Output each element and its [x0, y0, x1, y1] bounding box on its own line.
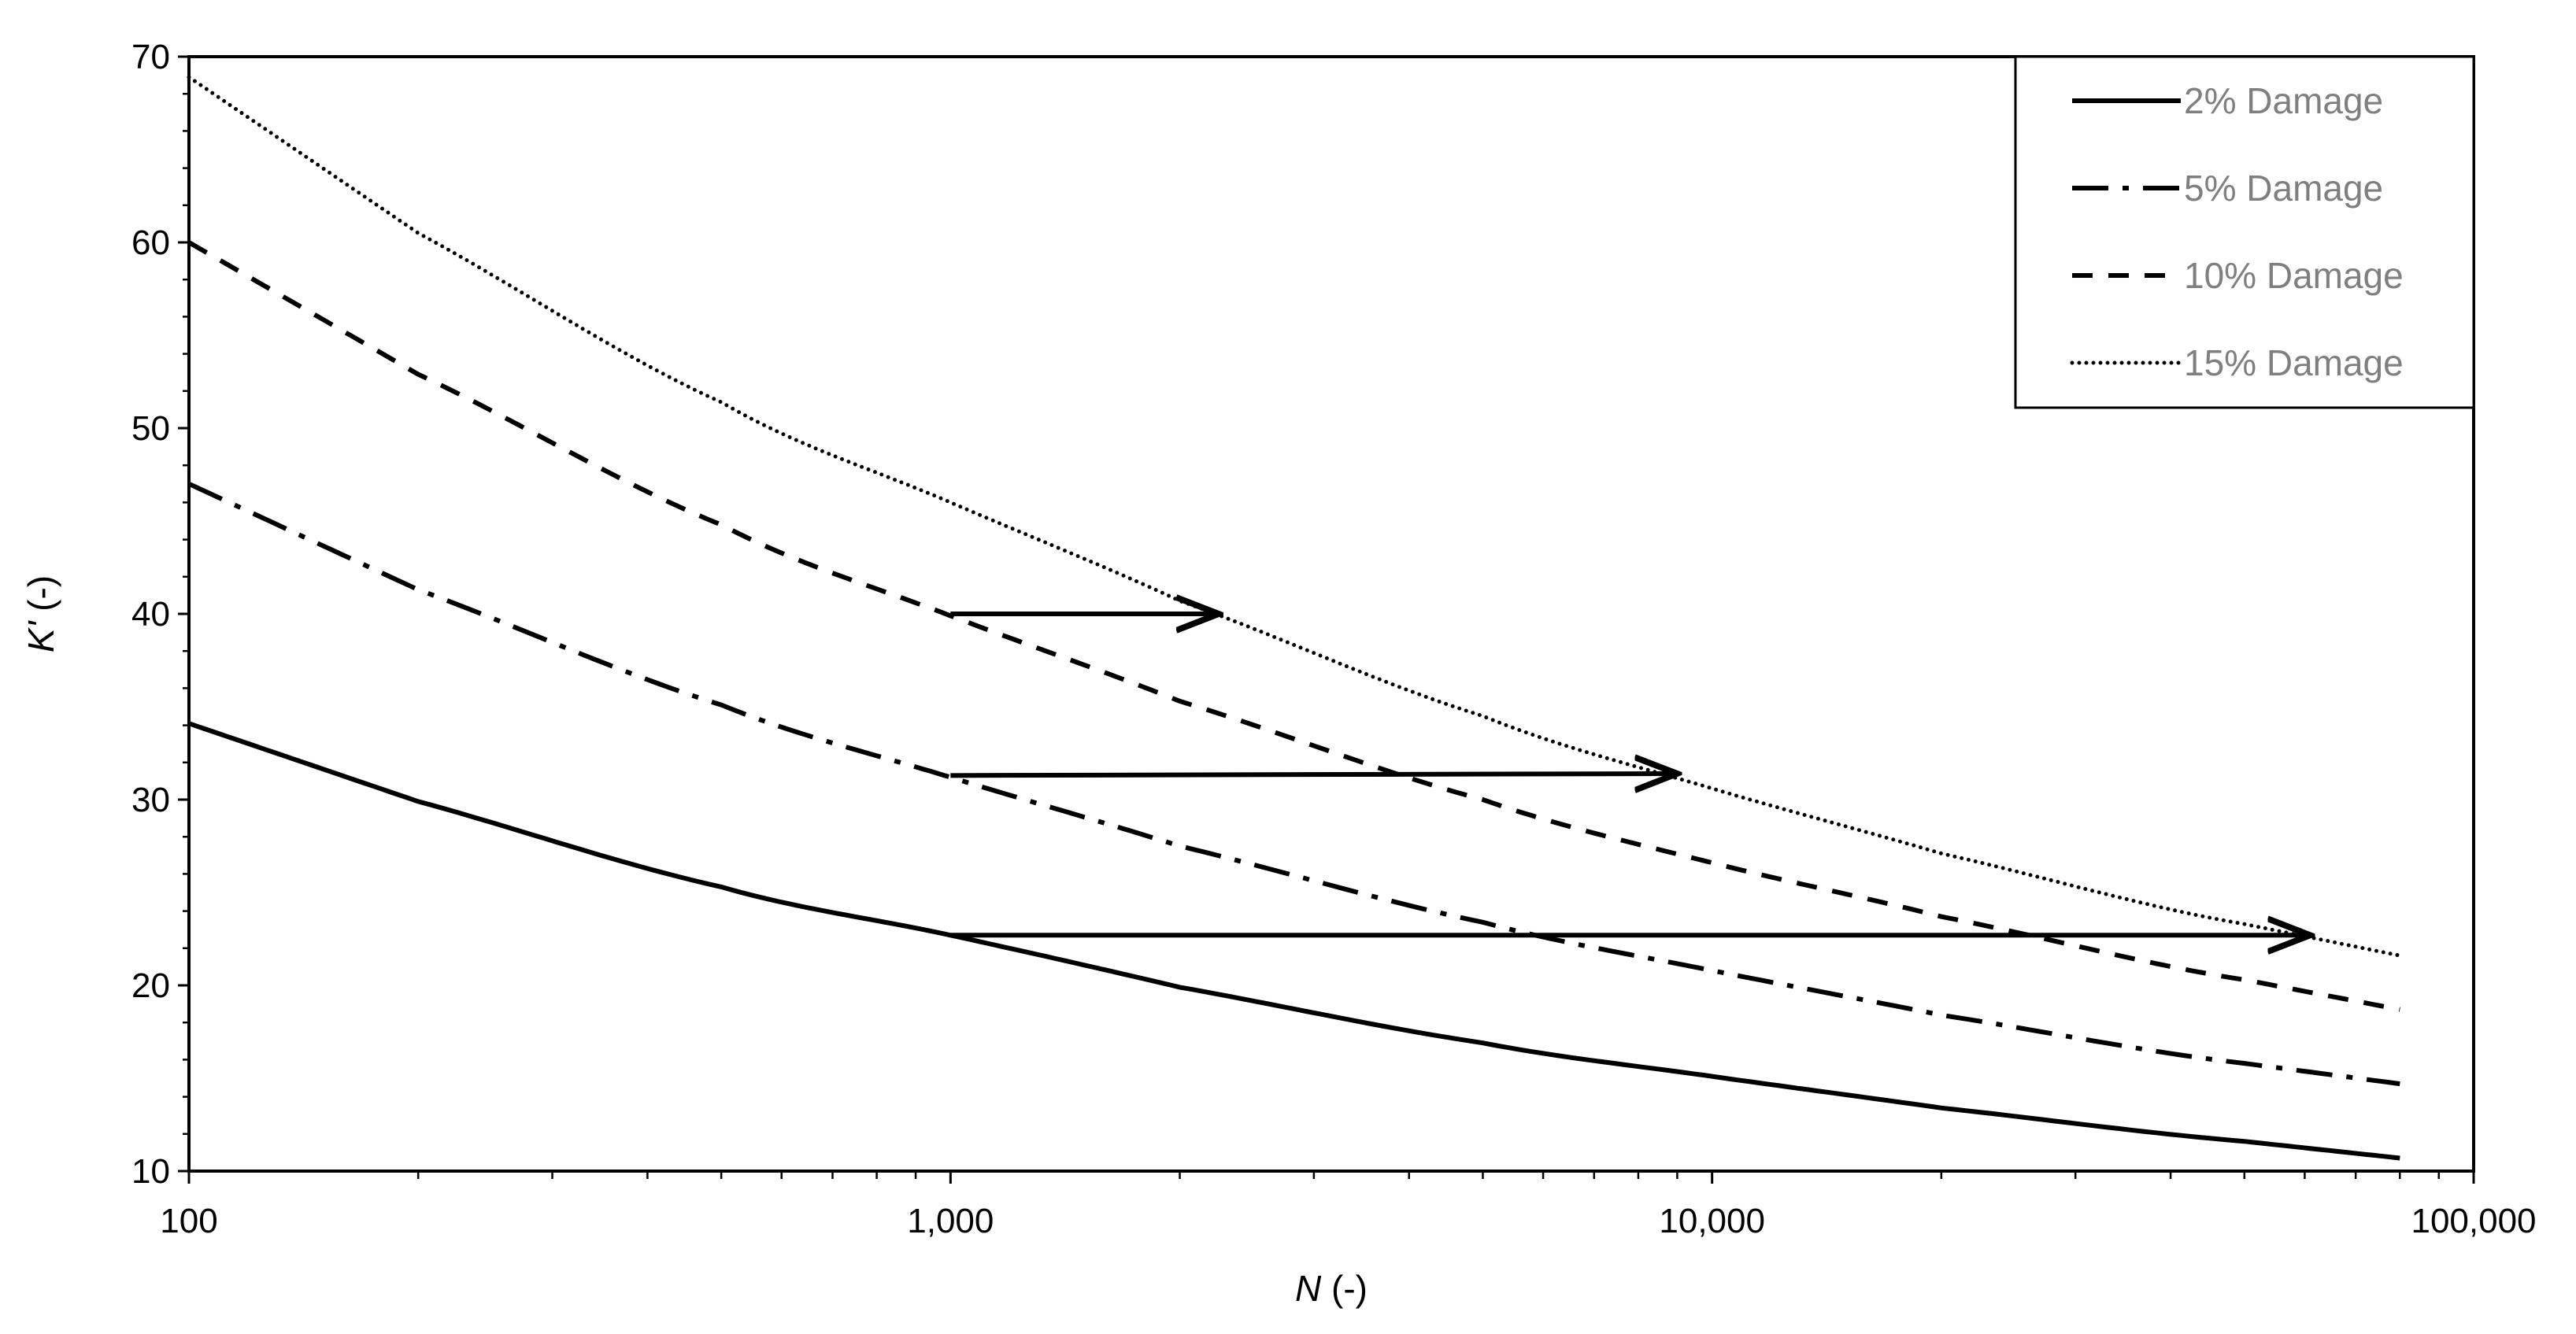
series-line-15-damage: [187, 75, 2402, 958]
legend-label: 2% Damage: [2184, 80, 2383, 121]
series-line-2-damage: [188, 721, 2400, 1161]
x-axis: 100 1,000 10,000 100,000: [160, 1171, 2537, 1240]
series-line-10-damage: [187, 240, 2400, 1012]
x-tick-label: 10,000: [1659, 1202, 1765, 1240]
y-tick-label: 30: [131, 781, 170, 819]
arrow-layer: [950, 614, 2310, 935]
x-tick-label: 100: [160, 1202, 217, 1240]
y-tick-label: 60: [131, 224, 170, 262]
series-line-5-damage: [187, 482, 2400, 1087]
y-tick-label: 20: [131, 966, 170, 1005]
x-axis-title: N (-): [1295, 1268, 1368, 1309]
shift-arrow: [950, 774, 1677, 775]
y-tick-label: 50: [131, 409, 170, 448]
legend-label: 15% Damage: [2184, 342, 2404, 383]
y-tick-label: 70: [131, 38, 170, 76]
x-tick-label: 100,000: [2411, 1202, 2536, 1240]
x-tick-label: 1,000: [907, 1202, 994, 1240]
y-axis: 10 20 30 40 50 60 70: [131, 38, 189, 1191]
y-tick-label: 10: [131, 1152, 170, 1191]
legend-box: [2014, 55, 2475, 409]
legend-label: 10% Damage: [2184, 255, 2404, 296]
y-tick-label: 40: [131, 595, 170, 634]
legend: 2% Damage 5% Damage 10% Damage 15% Damage: [2014, 55, 2475, 409]
series-layer: [187, 75, 2402, 1161]
y-axis-title: K' (-): [20, 575, 61, 652]
legend-label: 5% Damage: [2184, 168, 2383, 209]
